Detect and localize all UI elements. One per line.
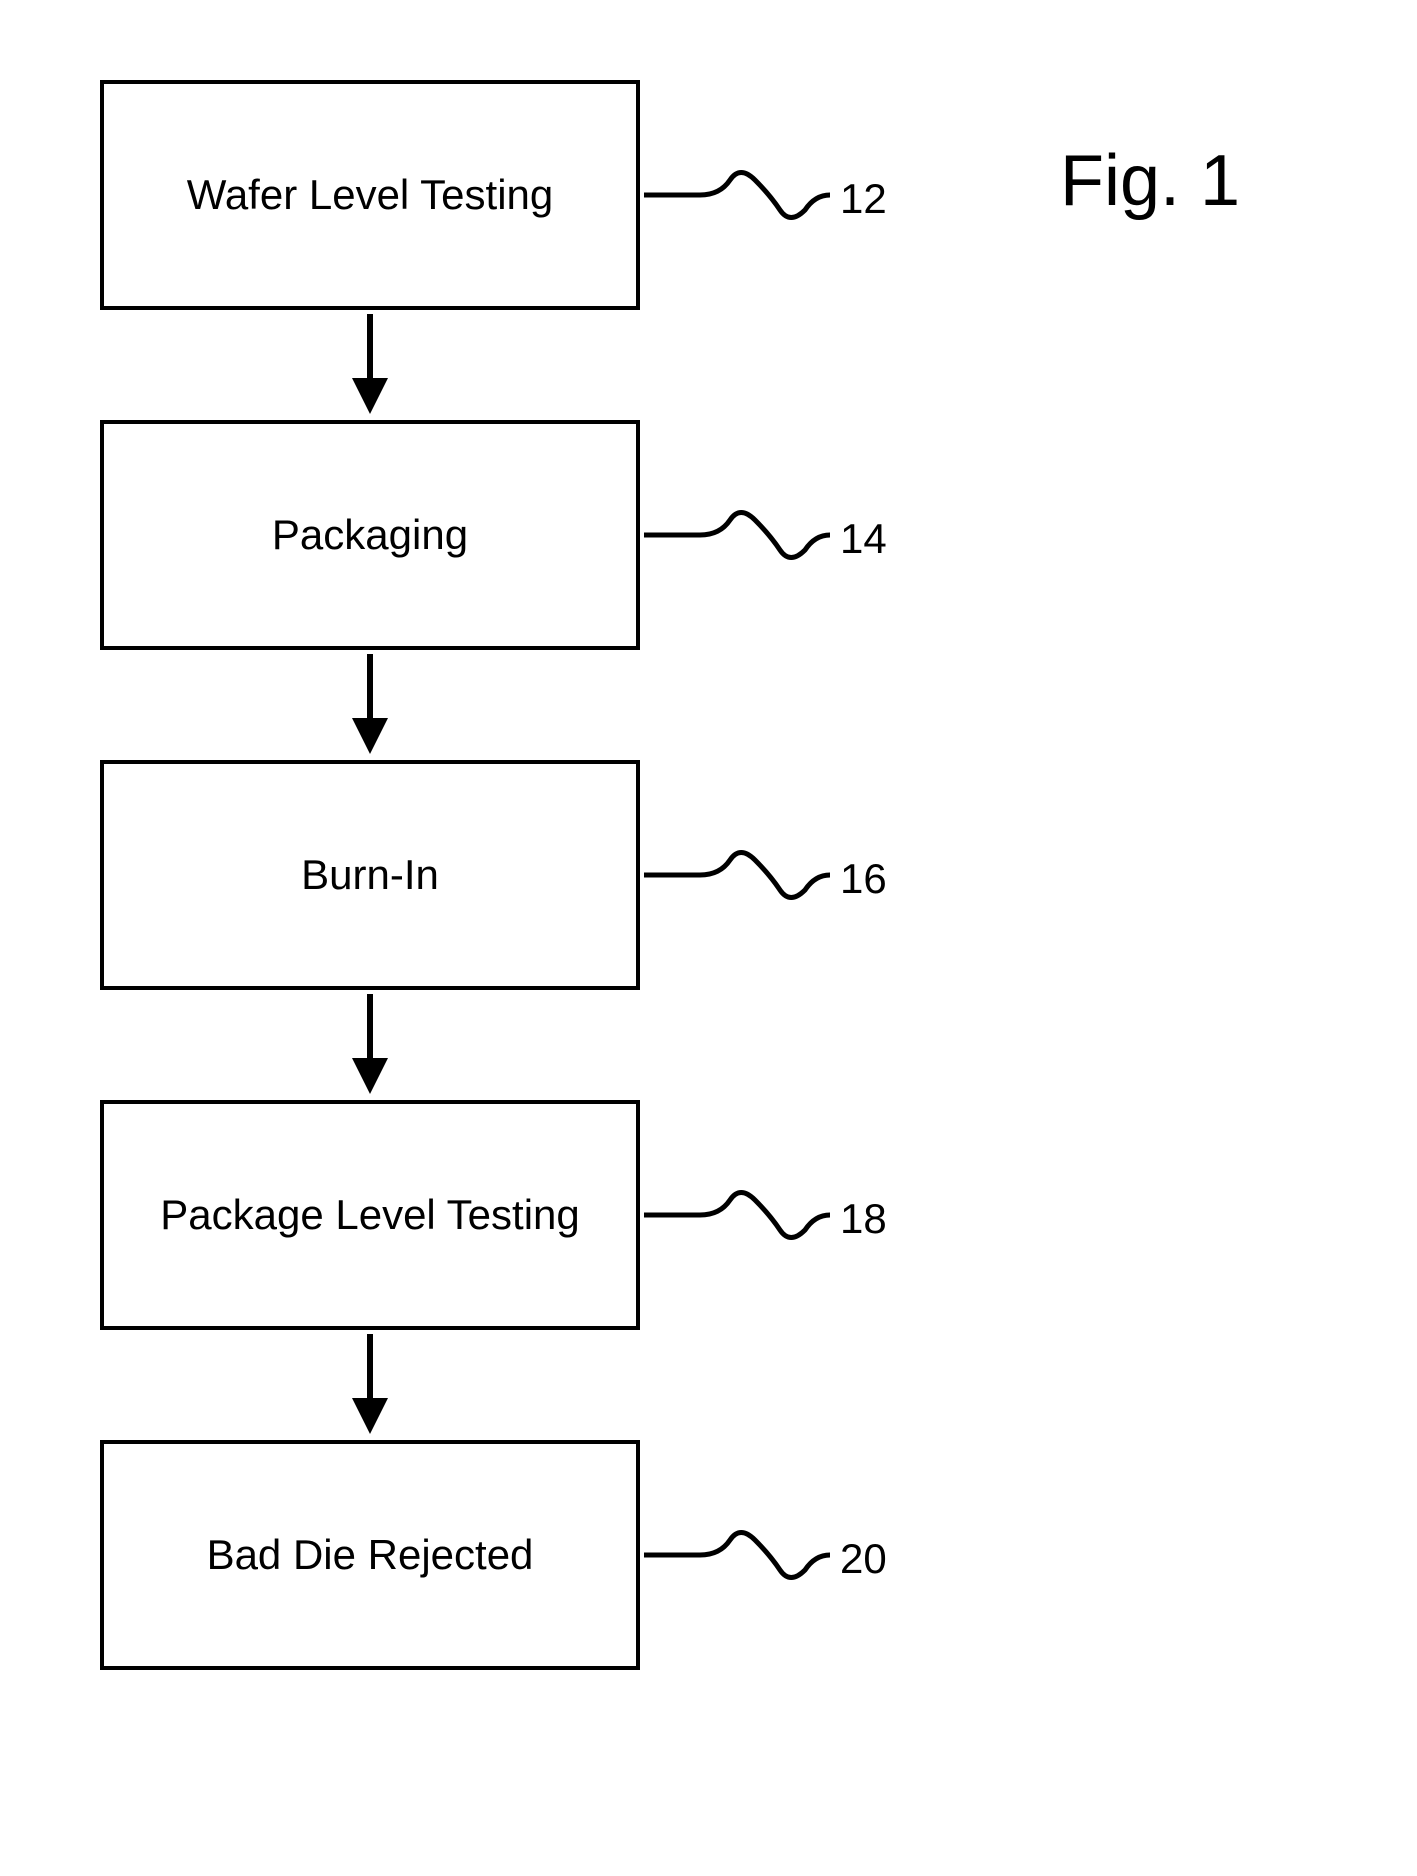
flow-box-14: Packaging: [100, 420, 640, 650]
flow-box-18: Package Level Testing: [100, 1100, 640, 1330]
flow-box-20-label: Bad Die Rejected: [207, 1531, 534, 1579]
ref-18: 18: [840, 1195, 887, 1243]
flow-box-16: Burn-In: [100, 760, 640, 990]
ref-14: 14: [840, 515, 887, 563]
figure-title: Fig. 1: [1060, 140, 1240, 222]
flow-box-12: Wafer Level Testing: [100, 80, 640, 310]
flow-box-18-label: Package Level Testing: [160, 1191, 580, 1239]
flow-box-12-label: Wafer Level Testing: [187, 171, 554, 219]
flow-box-14-label: Packaging: [272, 511, 468, 559]
flowchart-container: Fig. 1 Wafer Level Testing 12 Packaging …: [0, 0, 1417, 1876]
flow-box-20: Bad Die Rejected: [100, 1440, 640, 1670]
flow-box-16-label: Burn-In: [301, 851, 439, 899]
ref-12: 12: [840, 175, 887, 223]
ref-16: 16: [840, 855, 887, 903]
ref-20: 20: [840, 1535, 887, 1583]
